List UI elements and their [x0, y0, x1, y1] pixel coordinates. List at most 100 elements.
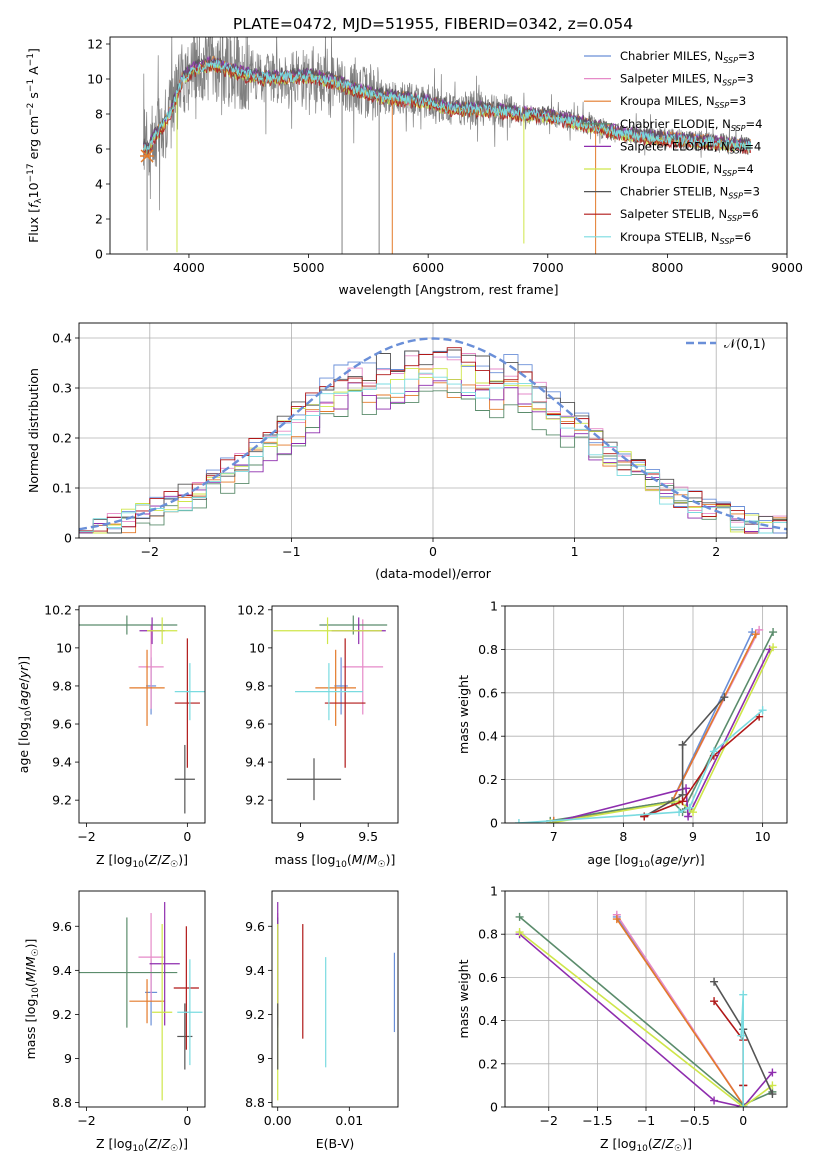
errorbar-kroupa-stelib — [177, 959, 203, 1066]
spectrum-marks — [140, 37, 752, 254]
series-line — [519, 933, 774, 1107]
histogram-chabrier-stelib — [79, 349, 787, 534]
y-tick-label: 9 — [257, 1051, 265, 1066]
errorbar-kroupa-elodie — [152, 924, 173, 1101]
spectrum-axes: 4000 5000 6000 7000 8000 9000 0 2 4 6 8 10 12 Chabrie… — [26, 37, 803, 298]
histogram-kroupa-stelib — [79, 372, 787, 534]
axes-frame — [78, 322, 788, 539]
x-tick-label: 9000 — [771, 260, 803, 275]
y-tick-label: 0.4 — [52, 331, 72, 346]
series-line — [643, 696, 725, 818]
errorbar-kroupa-elodie — [273, 617, 382, 645]
series-kroupa-stelib — [514, 706, 767, 823]
mass-vs-Z-x-axis-label: Z [log10(Z/Z☉)] — [96, 1136, 188, 1154]
y-tick-label: 0.1 — [52, 481, 72, 496]
y-tick-label: 0.4 — [478, 1013, 498, 1028]
data-point — [612, 915, 621, 924]
weight-vs-age-x-axis-label: age [log10(age/yr)] — [587, 852, 704, 870]
x-tick-label: 1 — [571, 544, 579, 559]
x-tick-label: −2 — [141, 544, 159, 559]
data-point — [710, 977, 719, 986]
series-line — [616, 918, 744, 1107]
spectrum-y-axis-label-group: Flux [fλ10−17 erg cm−2 s−1 A−1] — [26, 48, 44, 243]
x-tick-label: 4000 — [173, 260, 205, 275]
mass-vs-ebv-x-axis-label: E(B-V) — [316, 1136, 355, 1151]
errorbar-chabrier-stelib — [174, 744, 195, 814]
age-vs-Z-x-axis-label: Z [log10(Z/Z☉)] — [96, 852, 188, 870]
y-tick-label: 0.3 — [52, 381, 72, 396]
x-tick-label: 0 — [739, 1113, 747, 1128]
data-point — [768, 1068, 777, 1077]
errorbar-chabrier-stelib — [286, 758, 342, 801]
y-tick-label: 9.4 — [245, 963, 265, 978]
errorbar-salpeter-stelib — [174, 638, 200, 768]
y-tick-label: 0.2 — [478, 772, 498, 787]
y-tick-label: 0 — [490, 816, 498, 831]
y-tick-label: 9 — [64, 1051, 72, 1066]
series-kroupa-stelib — [737, 990, 748, 1107]
weight-vs-Z-y-axis-label: mass weight — [456, 959, 471, 1038]
data-point — [758, 706, 767, 715]
y-tick-label: 0.8 — [478, 642, 498, 657]
x-tick-label: −2 — [77, 1113, 95, 1128]
errorbar-kroupa-miles — [129, 979, 165, 1024]
data-point — [755, 625, 764, 634]
age-vs-mass-marks — [273, 615, 388, 801]
y-tick-label: 10.2 — [237, 602, 265, 617]
y-tick-label: 0.8 — [478, 927, 498, 942]
x-tick-label: −2 — [77, 829, 95, 844]
x-tick-label: 8000 — [651, 260, 683, 275]
data-point — [709, 747, 718, 756]
errorbar-salpeter-elodie — [149, 902, 180, 1026]
weight-vs-Z-marks — [515, 910, 777, 1107]
y-tick-label: 8.8 — [52, 1095, 72, 1110]
data-point — [710, 997, 719, 1006]
histogram-chabrier-elodie — [79, 390, 787, 534]
axes-frame — [504, 605, 788, 824]
errorbar-salpeter-miles — [138, 625, 164, 709]
data-point — [675, 808, 684, 817]
data-point — [515, 912, 524, 921]
y-tick-label: 12 — [87, 37, 103, 52]
figure-title: PLATE=0472, MJD=51955, FIBERID=0342, z=0… — [233, 15, 633, 33]
errorbar-kroupa-elodie — [147, 617, 178, 645]
errorbar-chabrier-elodie — [319, 615, 388, 635]
y-tick-label: 0 — [64, 531, 72, 546]
weight-vs-age-marks — [514, 625, 778, 823]
model-line-chabrier-stelib — [143, 55, 752, 152]
y-tick-label: 9.2 — [245, 793, 265, 808]
data-point — [739, 990, 748, 999]
mass-vs-ebv-marks — [277, 902, 396, 1101]
x-tick-label: 7 — [550, 829, 558, 844]
y-tick-label: 10 — [56, 640, 72, 655]
y-tick-label: 9.2 — [52, 1007, 72, 1022]
series-line — [553, 631, 753, 822]
y-tick-label: 9.2 — [52, 793, 72, 808]
x-tick-label: −1 — [637, 1113, 655, 1128]
model-line-salpeter-stelib — [143, 62, 752, 156]
y-tick-label: 8 — [95, 107, 103, 122]
mass-vs-Z-y-axis-label-group: mass [log10(M/M☉)] — [23, 939, 41, 1060]
y-tick-label: 0.4 — [478, 729, 498, 744]
series-line — [550, 649, 771, 823]
x-tick-label: 6000 — [412, 260, 444, 275]
age-vs-mass-x-axis-label: mass [log10(M/M☉)] — [275, 852, 396, 870]
histogram-salpeter-elodie — [79, 378, 787, 534]
y-tick-label: 9.6 — [52, 919, 72, 934]
weight-vs-Z-x-axis-label: Z [log10(Z/Z☉)] — [600, 1136, 692, 1154]
spectrum-start-marker — [140, 149, 155, 163]
legend-entry-salpeter-elodie: Salpeter ELODIE, NSSP=4 — [620, 139, 761, 155]
errorbar-chabrier-miles — [334, 657, 348, 715]
residuals-legend: 𝒩(0,1) — [686, 336, 766, 351]
axes-frame — [504, 890, 788, 1108]
x-tick-label: −2 — [540, 1113, 558, 1128]
x-tick-label: 9.5 — [358, 829, 378, 844]
spectrum-x-axis-label: wavelength [Angstrom, rest frame] — [338, 282, 558, 297]
y-tick-label: 9.4 — [245, 755, 265, 770]
y-tick-label: 0.6 — [478, 685, 498, 700]
y-tick-label: 9.8 — [245, 678, 265, 693]
y-tick-label: 0 — [490, 1100, 498, 1115]
x-tick-label: 9 — [296, 829, 304, 844]
normal-distribution-curve — [79, 337, 787, 531]
